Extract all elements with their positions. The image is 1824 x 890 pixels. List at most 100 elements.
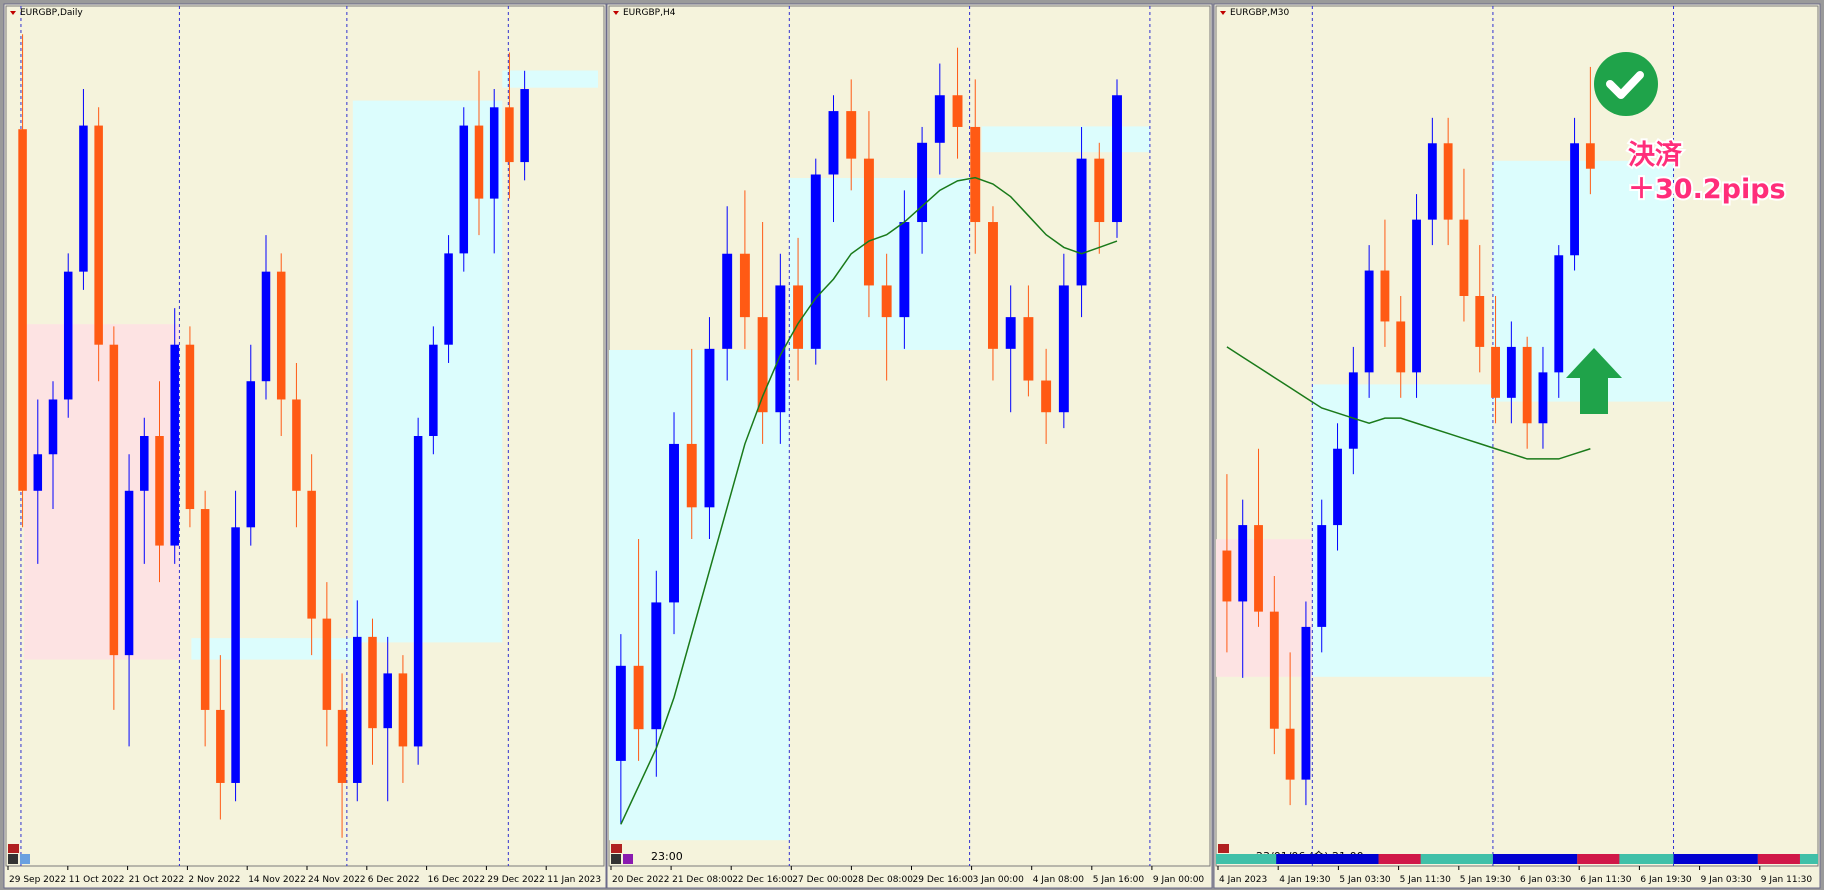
x-tick-label: 6 Dec 2022 <box>368 875 420 885</box>
candle-body <box>1491 346 1500 398</box>
x-tick-label: 11 Jan 2023 <box>547 875 601 885</box>
session-segment <box>1378 854 1421 864</box>
candle-body <box>1285 728 1295 780</box>
candle-body <box>429 344 438 436</box>
x-tick-label: 4 Jan 2023 <box>1219 875 1267 885</box>
x-tick-label: 9 Jan 03:30 <box>1701 875 1753 885</box>
session-segment <box>1276 854 1379 864</box>
x-tick-label: 29 Dec 2022 <box>487 875 545 885</box>
candle-body <box>810 174 821 349</box>
candle-body <box>881 285 892 318</box>
x-tick-label: 6 Jan 19:30 <box>1640 875 1692 885</box>
x-tick-label: 3 Jan 00:00 <box>973 875 1025 885</box>
candle-body <box>1380 270 1390 322</box>
candle-body <box>1023 317 1034 381</box>
candle-body <box>292 399 301 491</box>
x-tick-label: 14 Nov 2022 <box>248 875 306 885</box>
candle-body <box>94 125 103 345</box>
time-label: 23:00 <box>651 850 683 863</box>
x-tick-label: 16 Dec 2022 <box>428 875 486 885</box>
x-tick-label: 9 Jan 00:00 <box>1153 875 1205 885</box>
x-tick-label: 5 Jan 19:30 <box>1460 875 1512 885</box>
x-tick-label: 21 Dec 08:00 <box>672 875 733 885</box>
candle-body <box>1301 626 1311 780</box>
x-tick-label: 29 Dec 16:00 <box>913 875 974 885</box>
candle-body <box>1238 525 1248 602</box>
candle-body <box>79 125 88 272</box>
candle-body <box>1585 143 1595 169</box>
result-annotation: ＋30.2pips <box>1628 174 1786 205</box>
candle-body <box>63 271 73 400</box>
title-arrow <box>10 11 16 15</box>
scroll-icon <box>8 854 18 864</box>
scroll-icon <box>20 854 30 864</box>
candle-body <box>1094 158 1105 223</box>
x-tick-label: 2 Nov 2022 <box>188 875 240 885</box>
candle-body <box>1570 143 1579 256</box>
candle-body <box>1348 372 1358 449</box>
chart-title: EURGBP,H4 <box>623 8 676 18</box>
moving-average <box>620 176 1118 825</box>
candle-body <box>337 709 347 783</box>
candle-body <box>18 129 27 491</box>
candle-body <box>669 443 679 603</box>
x-tick-label: 5 Jan 16:00 <box>1093 875 1145 885</box>
candle-body <box>185 344 195 510</box>
x-tick-label: 11 Oct 2022 <box>69 875 125 885</box>
candle-body <box>633 665 644 730</box>
session-segment <box>1492 854 1578 864</box>
candle-body <box>48 399 58 455</box>
candle-body <box>140 436 149 491</box>
candle-body <box>474 125 484 199</box>
x-tick-label: 6 Jan 03:30 <box>1520 875 1572 885</box>
candle-body <box>651 602 662 730</box>
candle-body <box>109 344 119 656</box>
candle-body <box>1317 525 1327 627</box>
candle-body <box>124 490 134 656</box>
x-tick-label: 24 Nov 2022 <box>308 875 366 885</box>
title-arrow <box>613 11 619 15</box>
candle-body <box>846 111 857 159</box>
x-tick-label: 28 Dec 08:00 <box>852 875 913 885</box>
candle-body <box>1076 158 1087 286</box>
x-tick-label: 27 Dec 00:00 <box>792 875 853 885</box>
candle-body <box>863 158 874 286</box>
candle-body <box>1364 270 1374 373</box>
moving-average <box>1226 346 1591 460</box>
candle-body <box>1554 255 1564 373</box>
candle-body <box>775 285 786 413</box>
chart-title: EURGBP,M30 <box>1230 8 1289 18</box>
candle-body <box>322 618 332 710</box>
x-tick-label: 9 Jan 11:30 <box>1761 875 1813 885</box>
session-segment <box>1757 854 1800 864</box>
candle-body <box>1506 346 1516 398</box>
candle-body <box>1112 95 1122 223</box>
close-button <box>8 844 19 853</box>
candle-body <box>1459 219 1469 296</box>
scroll-icon <box>623 854 633 864</box>
candle-body <box>231 527 240 783</box>
candle-body <box>1041 380 1052 413</box>
candle-body <box>1333 448 1342 526</box>
candle-body <box>615 665 626 761</box>
title-arrow <box>1220 11 1226 15</box>
up-arrow <box>1566 348 1622 414</box>
candle-body <box>686 443 697 508</box>
candle-body <box>739 253 750 318</box>
candle-body <box>368 636 377 729</box>
zone <box>1312 384 1493 677</box>
candle-body <box>1396 321 1406 373</box>
zone <box>1216 539 1313 677</box>
x-tick-label: 22 Dec 16:00 <box>732 875 793 885</box>
candle-body <box>1443 143 1453 220</box>
candle-body <box>520 89 529 163</box>
x-tick-label: 4 Jan 08:00 <box>1033 875 1085 885</box>
candle-body <box>722 253 733 349</box>
x-tick-label: 29 Sep 2022 <box>9 875 66 885</box>
candle-body <box>489 107 499 199</box>
candle-body <box>413 436 423 747</box>
candle-body <box>200 509 210 710</box>
candle-body <box>1522 346 1532 424</box>
candle-body <box>505 107 514 163</box>
